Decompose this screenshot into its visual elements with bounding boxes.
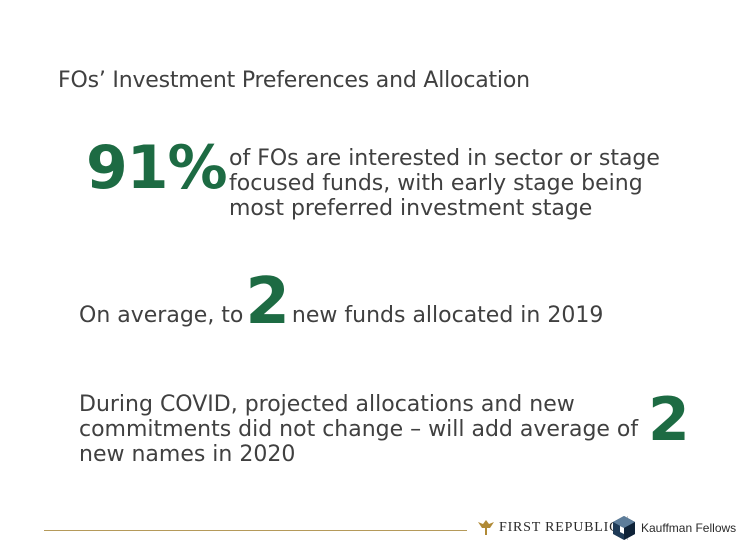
footer-divider [44,530,467,531]
covid-allocation-text: During COVID, projected allocations and … [79,392,639,467]
allocation-2019-prefix: On average, to [79,303,244,328]
stat-91-description: of FOs are interested in sector or stage… [229,146,660,221]
eagle-icon [478,520,494,535]
kauffman-fellows-logo: Kauffman Fellows [612,515,736,541]
covid-allocation-value: 2 [648,385,690,455]
first-republic-logo: FIRST REPUBLIC [477,516,629,540]
allocation-2019-value: 2 [245,265,290,339]
stat-91-percent: 91% [86,133,228,203]
allocation-2019-row: On average, to 2 new funds allocated in … [79,270,603,334]
allocation-2019-suffix: new funds allocated in 2019 [291,303,604,328]
first-republic-logo-text: FIRST REPUBLIC [499,520,620,535]
slide-title: FOs’ Investment Preferences and Allocati… [58,68,530,93]
kauffman-fellows-logo-text: Kauffman Fellows [641,521,737,535]
kauffman-cube-icon [613,516,635,540]
